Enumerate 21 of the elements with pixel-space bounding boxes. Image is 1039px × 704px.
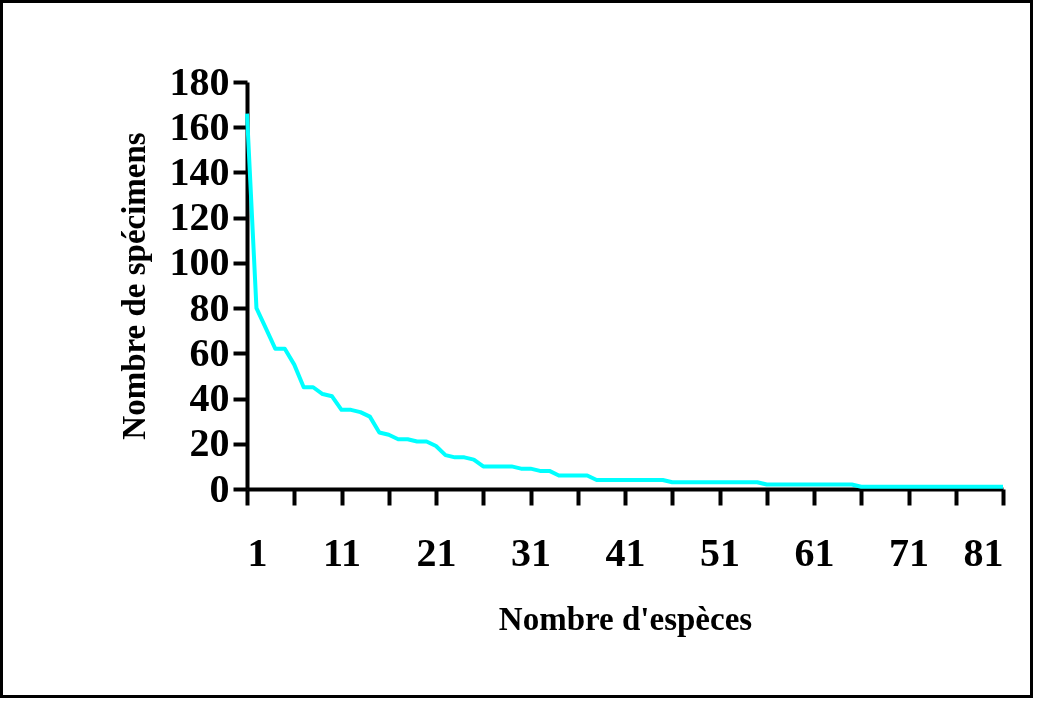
y-tick-label: 0 xyxy=(209,465,230,511)
x-tick-label: 41 xyxy=(605,529,646,575)
y-tick-label: 100 xyxy=(169,239,230,285)
y-tick-label: 140 xyxy=(169,148,230,194)
y-tick-label: 120 xyxy=(169,194,230,240)
x-tick-label: 61 xyxy=(794,529,835,575)
x-axis-title: Nombre d'espèces xyxy=(498,600,753,637)
y-tick-label: 40 xyxy=(189,375,230,421)
y-tick-label: 60 xyxy=(189,329,230,375)
x-tick-label: 21 xyxy=(416,529,457,575)
x-tick-label: 71 xyxy=(889,529,929,575)
y-tick-label: 20 xyxy=(189,420,230,466)
y-tick-label: 160 xyxy=(169,103,230,149)
x-tick-label: 11 xyxy=(323,529,361,575)
y-tick-label: 180 xyxy=(169,58,230,104)
x-tick-label: 51 xyxy=(700,529,740,575)
x-tick-label: 31 xyxy=(511,529,551,575)
x-tick-label: 1 xyxy=(247,529,268,575)
y-axis-title: Nombre de spécimens xyxy=(115,132,152,440)
x-tick-label: 81 xyxy=(963,529,1004,575)
y-tick-label: 80 xyxy=(189,284,230,330)
